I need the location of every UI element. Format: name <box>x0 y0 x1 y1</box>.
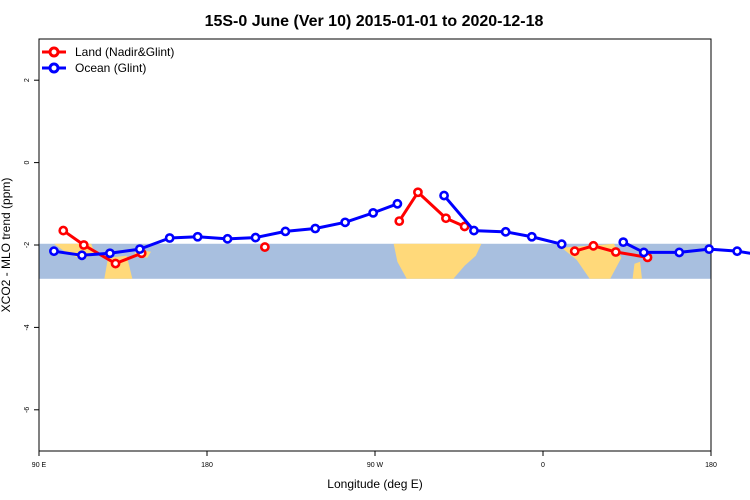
x-tick-label: 90 E <box>32 462 47 469</box>
y-tick-label: -4 <box>24 324 31 330</box>
data-point <box>500 226 511 237</box>
data-point <box>49 246 59 257</box>
legend-entry-land: Land (Nadir&Glint) <box>42 45 174 59</box>
map-background-band <box>39 243 711 279</box>
x-axis-label: Longitude (deg E) <box>327 477 422 491</box>
data-point <box>259 242 270 252</box>
y-tick-label: -2 <box>24 242 31 248</box>
data-point <box>638 247 649 258</box>
legend-entry-ocean: Ocean (Glint) <box>42 61 146 75</box>
data-point <box>280 226 291 237</box>
data-point <box>441 213 451 224</box>
legend-ocean-marker <box>48 62 60 74</box>
data-point <box>250 232 261 243</box>
data-point <box>413 187 423 198</box>
data-point <box>459 221 470 232</box>
data-point <box>526 231 537 242</box>
data-point <box>368 207 379 218</box>
series-line <box>442 194 563 246</box>
data-point <box>392 198 403 209</box>
data-point <box>704 244 715 255</box>
legend: Land (Nadir&Glint) Ocean (Glint) <box>42 45 174 75</box>
x-tick-label: 180 <box>705 462 717 469</box>
data-point <box>77 250 87 261</box>
series-ocean <box>49 190 750 261</box>
x-tick-label: 180 <box>201 462 213 469</box>
series-layer <box>49 187 750 269</box>
data-point <box>394 216 405 227</box>
legend-land-marker <box>48 46 60 58</box>
data-point <box>439 190 449 201</box>
y-tick-label: 0 <box>24 161 31 165</box>
data-point <box>674 247 685 258</box>
x-tick-label: 90 W <box>367 462 384 469</box>
series-land <box>58 187 653 269</box>
data-point <box>610 247 621 257</box>
legend-land-label: Land (Nadir&Glint) <box>75 45 174 59</box>
series-line <box>574 244 648 259</box>
y-axis-label: XCO2 - MLO trend (ppm) <box>0 178 13 313</box>
data-point <box>164 233 175 243</box>
data-point <box>732 246 743 257</box>
land-madagascar <box>632 261 642 279</box>
data-point <box>105 248 115 259</box>
land-south-america <box>393 243 482 279</box>
data-point <box>569 246 580 257</box>
legend-ocean-label: Ocean (Glint) <box>75 61 146 75</box>
data-point <box>556 239 567 250</box>
x-axis: 90 E 180 90 W 0 180 <box>32 451 717 469</box>
data-point <box>58 225 69 236</box>
data-point <box>618 237 629 248</box>
series-line <box>398 190 466 228</box>
y-axis: 2 0 -2 -4 -6 <box>24 78 39 413</box>
data-point <box>340 217 351 228</box>
data-point <box>192 231 203 242</box>
data-point <box>469 225 479 236</box>
data-point <box>588 240 599 251</box>
series-line <box>622 240 750 255</box>
data-point <box>222 233 233 244</box>
data-point <box>134 244 145 255</box>
x-tick-label: 0 <box>541 462 545 469</box>
y-tick-label: -6 <box>24 407 31 413</box>
data-point <box>310 223 321 234</box>
y-tick-label: 2 <box>24 78 31 82</box>
data-point <box>78 240 89 250</box>
data-point <box>110 258 121 269</box>
chart-title: 15S-0 June (Ver 10) 2015-01-01 to 2020-1… <box>205 13 544 30</box>
